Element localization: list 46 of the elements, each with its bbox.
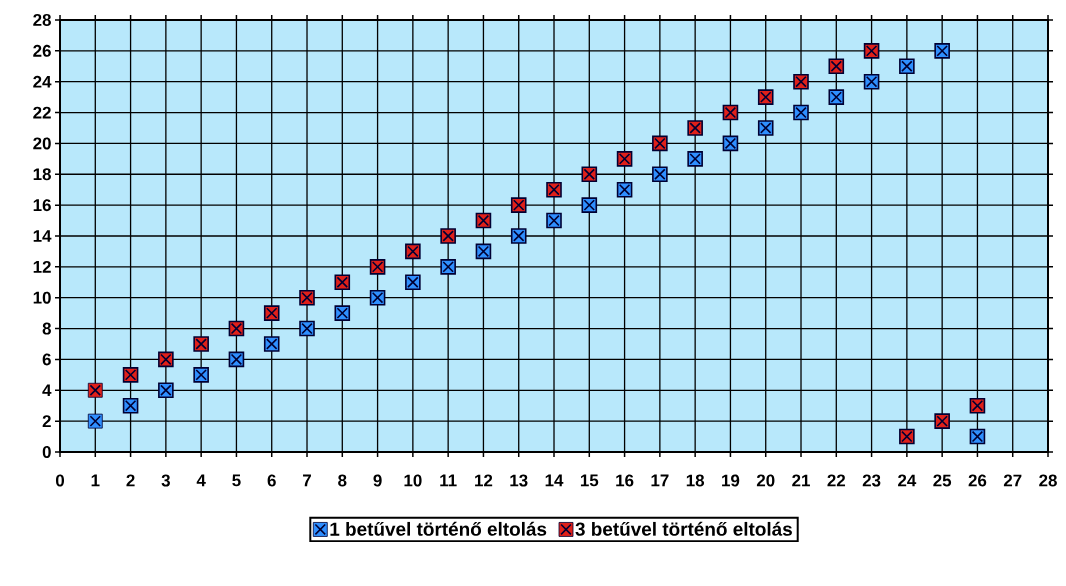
x-tick-label: 1 xyxy=(91,474,100,487)
y-tick-label: 0 xyxy=(42,445,51,458)
y-tick-label: 8 xyxy=(42,322,51,335)
x-tick-label: 16 xyxy=(616,474,634,487)
x-tick-label: 24 xyxy=(898,474,917,487)
x-tick-label: 17 xyxy=(651,474,669,487)
y-tick-label: 2 xyxy=(42,415,51,428)
x-tick-label: 12 xyxy=(475,474,493,487)
legend-label: 3 betűvel történő eltolás xyxy=(575,521,792,536)
x-tick-label: 21 xyxy=(792,474,810,487)
x-tick-label: 22 xyxy=(827,474,846,487)
x-tick-label: 23 xyxy=(862,474,881,487)
x-tick-label: 14 xyxy=(545,474,564,487)
x-tick-label: 6 xyxy=(267,474,276,487)
x-tick-label: 20 xyxy=(756,474,775,487)
x-tick-label: 13 xyxy=(510,474,528,487)
y-tick-label: 12 xyxy=(33,260,51,273)
x-tick-label: 9 xyxy=(373,474,382,487)
x-tick-label: 4 xyxy=(196,474,206,487)
x-tick-label: 3 xyxy=(161,474,170,487)
y-tick-label: 24 xyxy=(33,75,52,88)
y-tick-label: 4 xyxy=(42,384,52,397)
y-tick-label: 14 xyxy=(33,230,52,242)
y-tick-label: 18 xyxy=(33,168,51,181)
y-tick-label: 6 xyxy=(42,353,51,366)
x-tick-label: 8 xyxy=(338,474,347,487)
legend-label: 1 betűvel történő eltolás xyxy=(330,521,547,536)
x-tick-label: 26 xyxy=(968,474,987,487)
x-tick-label: 15 xyxy=(580,474,599,487)
y-tick-label: 26 xyxy=(33,44,51,57)
y-tick-label: 16 xyxy=(33,199,51,212)
y-tick-label: 22 xyxy=(33,106,51,119)
x-tick-label: 27 xyxy=(1003,474,1022,487)
x-tick-label: 2 xyxy=(126,474,135,487)
y-tick-label: 20 xyxy=(33,137,51,150)
x-tick-label: 25 xyxy=(933,474,952,487)
y-tick-label: 28 xyxy=(33,13,51,26)
x-tick-label: 19 xyxy=(722,474,740,487)
y-tick-label: 10 xyxy=(33,291,51,304)
x-tick-label: 28 xyxy=(1039,474,1057,487)
x-tick-label: 10 xyxy=(404,474,422,487)
x-tick-label: 18 xyxy=(686,474,705,487)
x-tick-label: 7 xyxy=(303,474,311,487)
x-tick-label: 11 xyxy=(440,474,457,487)
x-tick-label: 5 xyxy=(232,474,241,487)
x-tick-label: 0 xyxy=(55,474,65,487)
